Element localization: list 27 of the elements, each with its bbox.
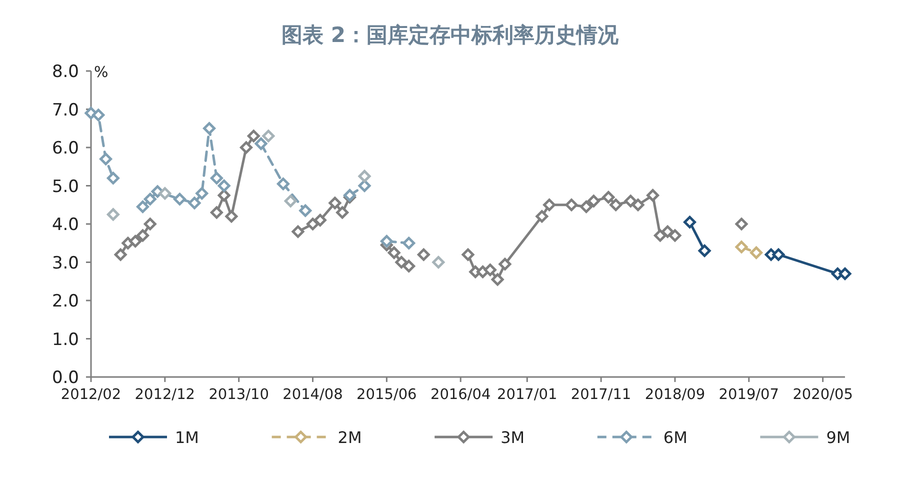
y-tick-label: 7.0 — [52, 100, 79, 120]
chart-title: 图表 2：国库定存中标利率历史情况 — [282, 23, 620, 47]
x-tick-label: 2018/09 — [644, 387, 706, 403]
y-tick-label: 0.0 — [52, 368, 79, 388]
legend-label: 1M — [175, 428, 199, 447]
legend-label: 6M — [663, 428, 688, 447]
x-tick-label: 2016/04 — [430, 387, 491, 403]
x-tick-label: 2017/01 — [497, 387, 558, 403]
y-tick-label: 2.0 — [52, 292, 79, 312]
y-tick-label: 4.0 — [52, 215, 79, 235]
x-tick-label: 2014/08 — [282, 387, 343, 403]
x-tick-label: 2020/05 — [792, 387, 853, 403]
legend-label: 9M — [826, 428, 850, 447]
x-tick-label: 2012/12 — [134, 387, 196, 403]
y-tick-label: 6.0 — [52, 138, 79, 158]
legend-label: 3M — [500, 428, 525, 447]
x-tick-label: 2012/02 — [60, 387, 122, 403]
x-tick-label: 2019/07 — [718, 387, 780, 403]
legend-label: 2M — [338, 428, 362, 447]
x-tick-label: 2015/06 — [356, 387, 417, 403]
y-tick-label: 3.0 — [52, 253, 79, 274]
y-tick-label: 8.0 — [52, 62, 79, 82]
x-tick-label: 2017/11 — [570, 387, 632, 403]
y-axis-title: % — [94, 63, 108, 81]
y-tick-label: 1.0 — [52, 330, 79, 350]
y-tick-label: 5.0 — [52, 176, 79, 197]
x-tick-label: 2013/10 — [208, 387, 269, 403]
